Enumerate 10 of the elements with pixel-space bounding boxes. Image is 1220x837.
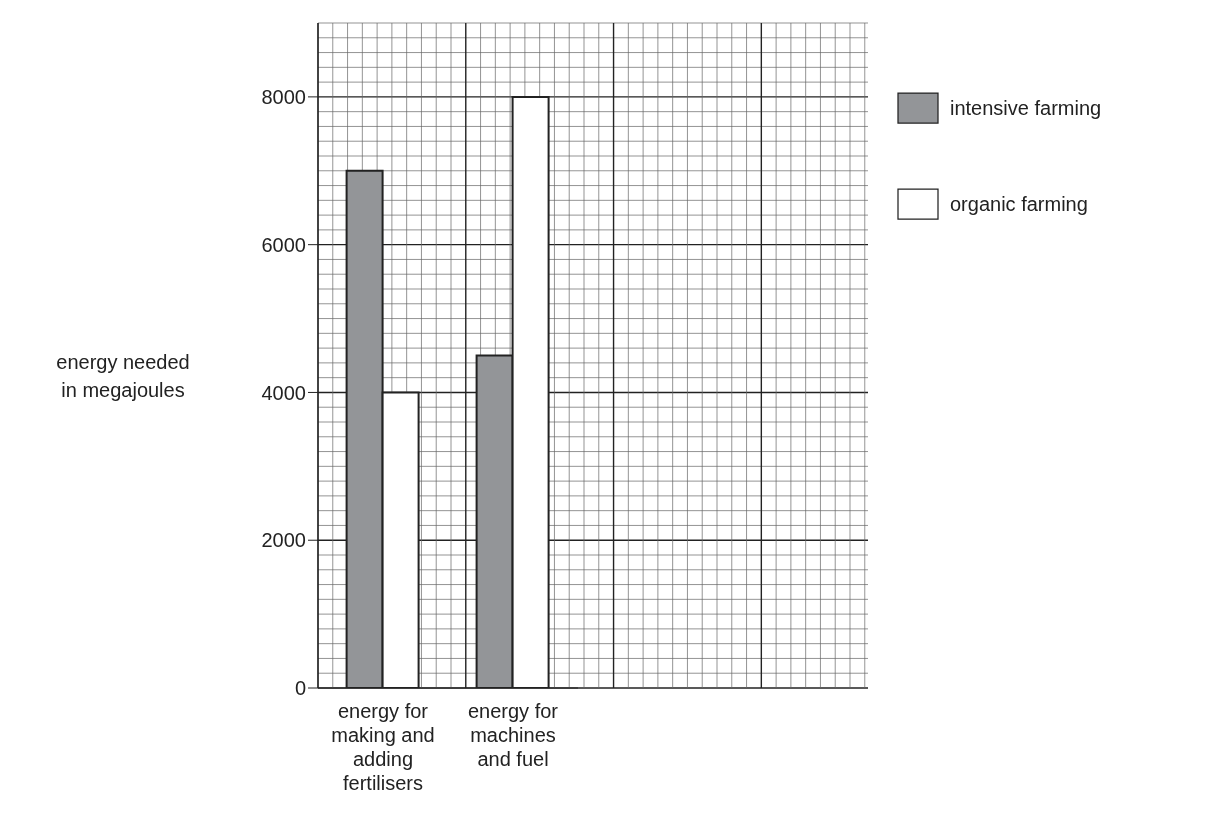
legend-label: organic farming — [950, 192, 1088, 215]
y-tick-label: 8000 — [261, 85, 306, 108]
y-tick-label: 0 — [294, 677, 306, 700]
x-tick-label: energy for making and adding fertilisers — [331, 700, 435, 794]
legend-label: intensive farming — [950, 96, 1102, 119]
x-tick-label: energy for machines and fuel — [467, 700, 559, 770]
y-tick-label: 4000 — [261, 381, 306, 404]
y-tick-label: 2000 — [261, 529, 306, 552]
y-axis-title: energy needed in megajoules — [55, 350, 191, 403]
y-tick-label: 6000 — [261, 233, 306, 256]
